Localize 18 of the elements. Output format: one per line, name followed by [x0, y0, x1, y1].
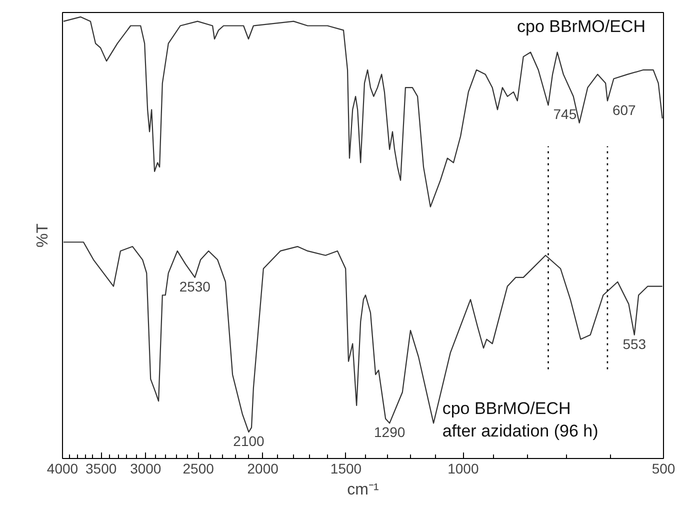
x-tick-label: 4000 [46, 460, 78, 476]
series-label: cpo BBrMO/ECH after azidation (96 h) [442, 398, 598, 441]
annotation: 1290 [374, 424, 406, 440]
x-tick-label: 3000 [130, 460, 162, 476]
series-label: cpo BBrMO/ECH [517, 16, 646, 36]
annotation: 2100 [233, 433, 265, 450]
y-axis-title: %T [34, 223, 52, 248]
annotation: 745 [553, 106, 577, 122]
annotation: 2530 [179, 278, 211, 294]
x-tick-label: 2000 [247, 460, 279, 476]
x-tick-label: 2500 [182, 460, 214, 476]
x-tick-label: 1000 [448, 460, 479, 476]
annotation: 607 [612, 102, 636, 118]
x-tick-label: 3500 [86, 460, 117, 476]
annotation: 553 [622, 336, 646, 352]
x-tick-label: 1500 [330, 460, 362, 476]
x-axis-title: cm⁻¹ [347, 482, 379, 498]
x-tick-label: 500 [652, 460, 676, 476]
